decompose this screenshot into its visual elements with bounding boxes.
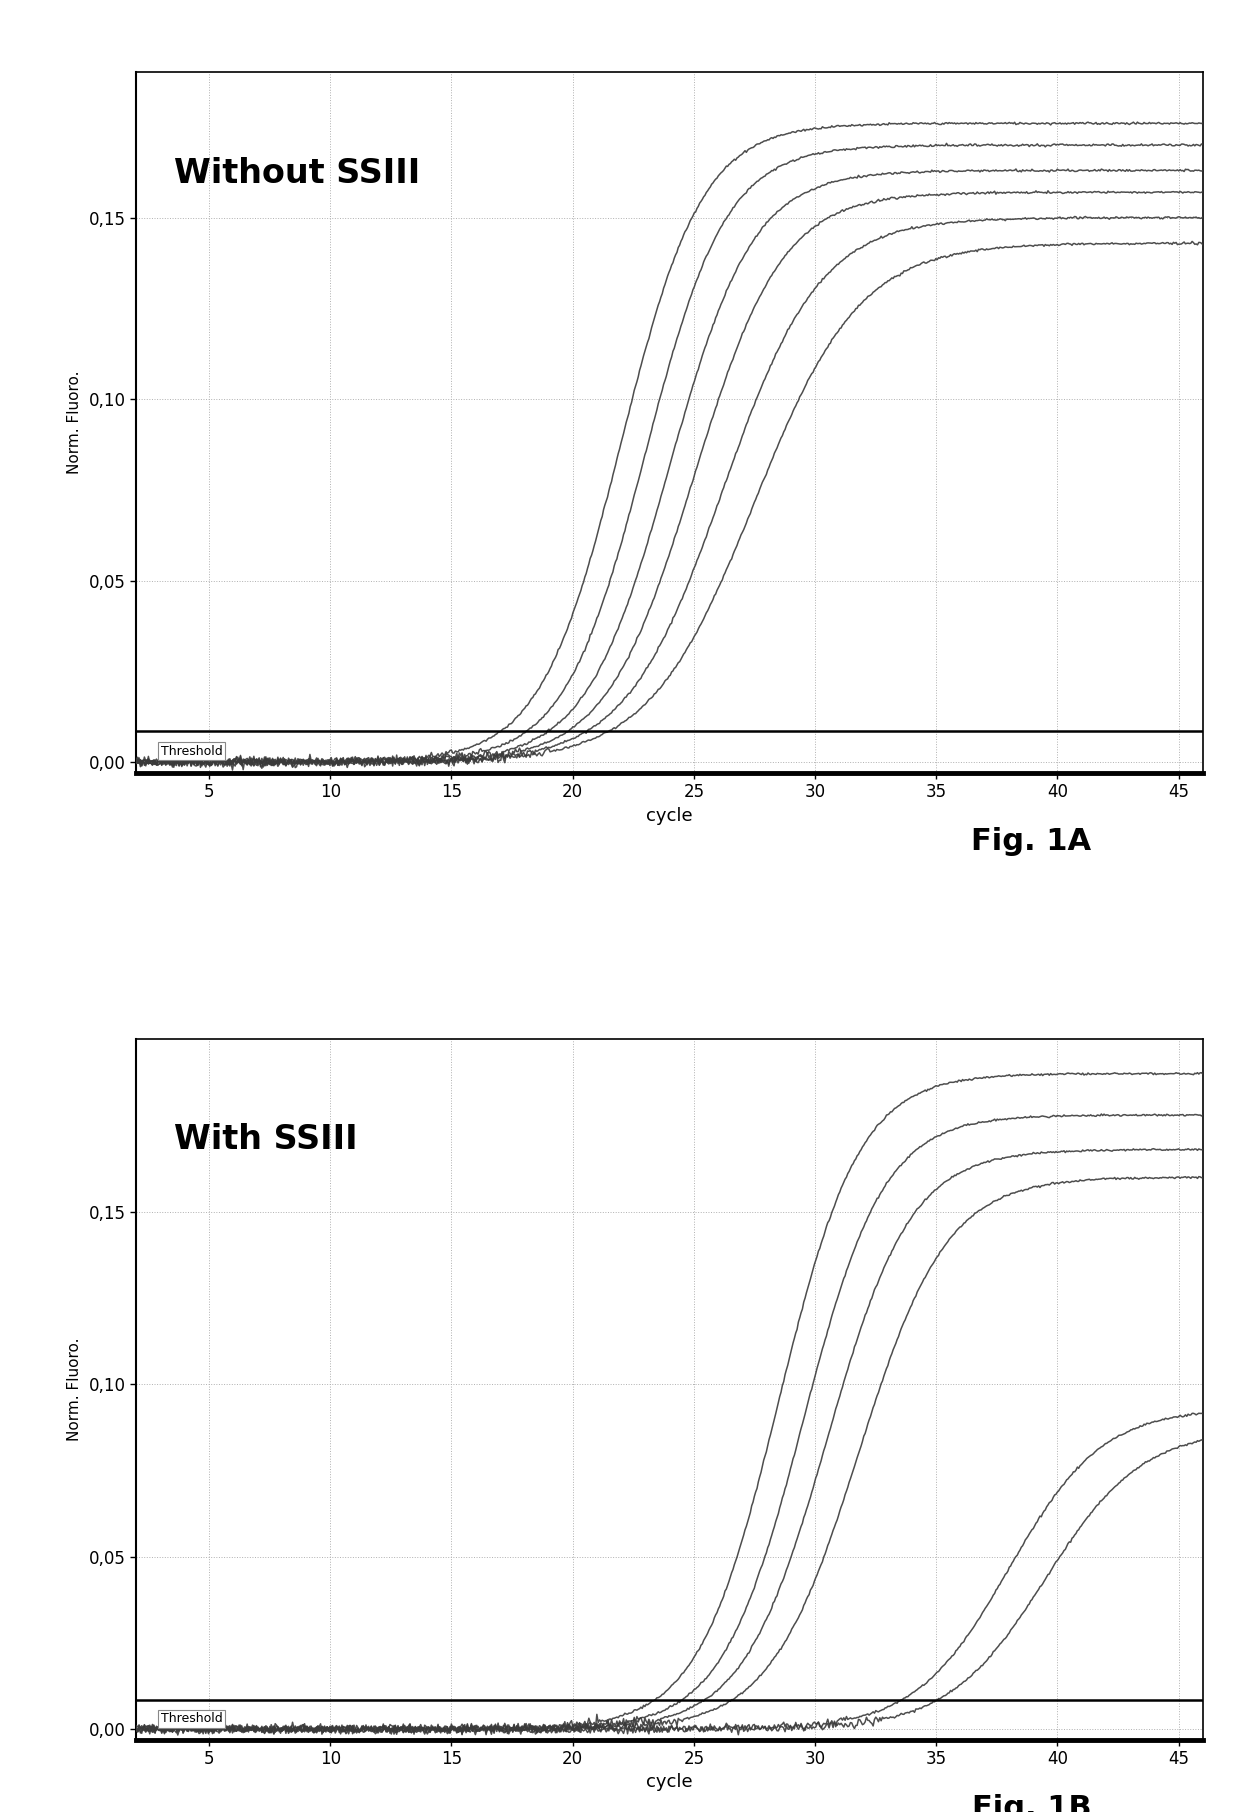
Text: Without SSIII: Without SSIII	[174, 156, 420, 190]
Y-axis label: Norm. Fluoro.: Norm. Fluoro.	[67, 371, 82, 475]
Text: Fig. 1B: Fig. 1B	[972, 1794, 1091, 1812]
X-axis label: cycle: cycle	[646, 806, 693, 824]
Text: Threshold: Threshold	[161, 745, 222, 757]
X-axis label: cycle: cycle	[646, 1774, 693, 1792]
Text: Fig. 1A: Fig. 1A	[971, 828, 1091, 857]
Text: Threshold: Threshold	[161, 1712, 222, 1725]
Text: With SSIII: With SSIII	[174, 1123, 357, 1156]
Y-axis label: Norm. Fluoro.: Norm. Fluoro.	[67, 1337, 82, 1441]
